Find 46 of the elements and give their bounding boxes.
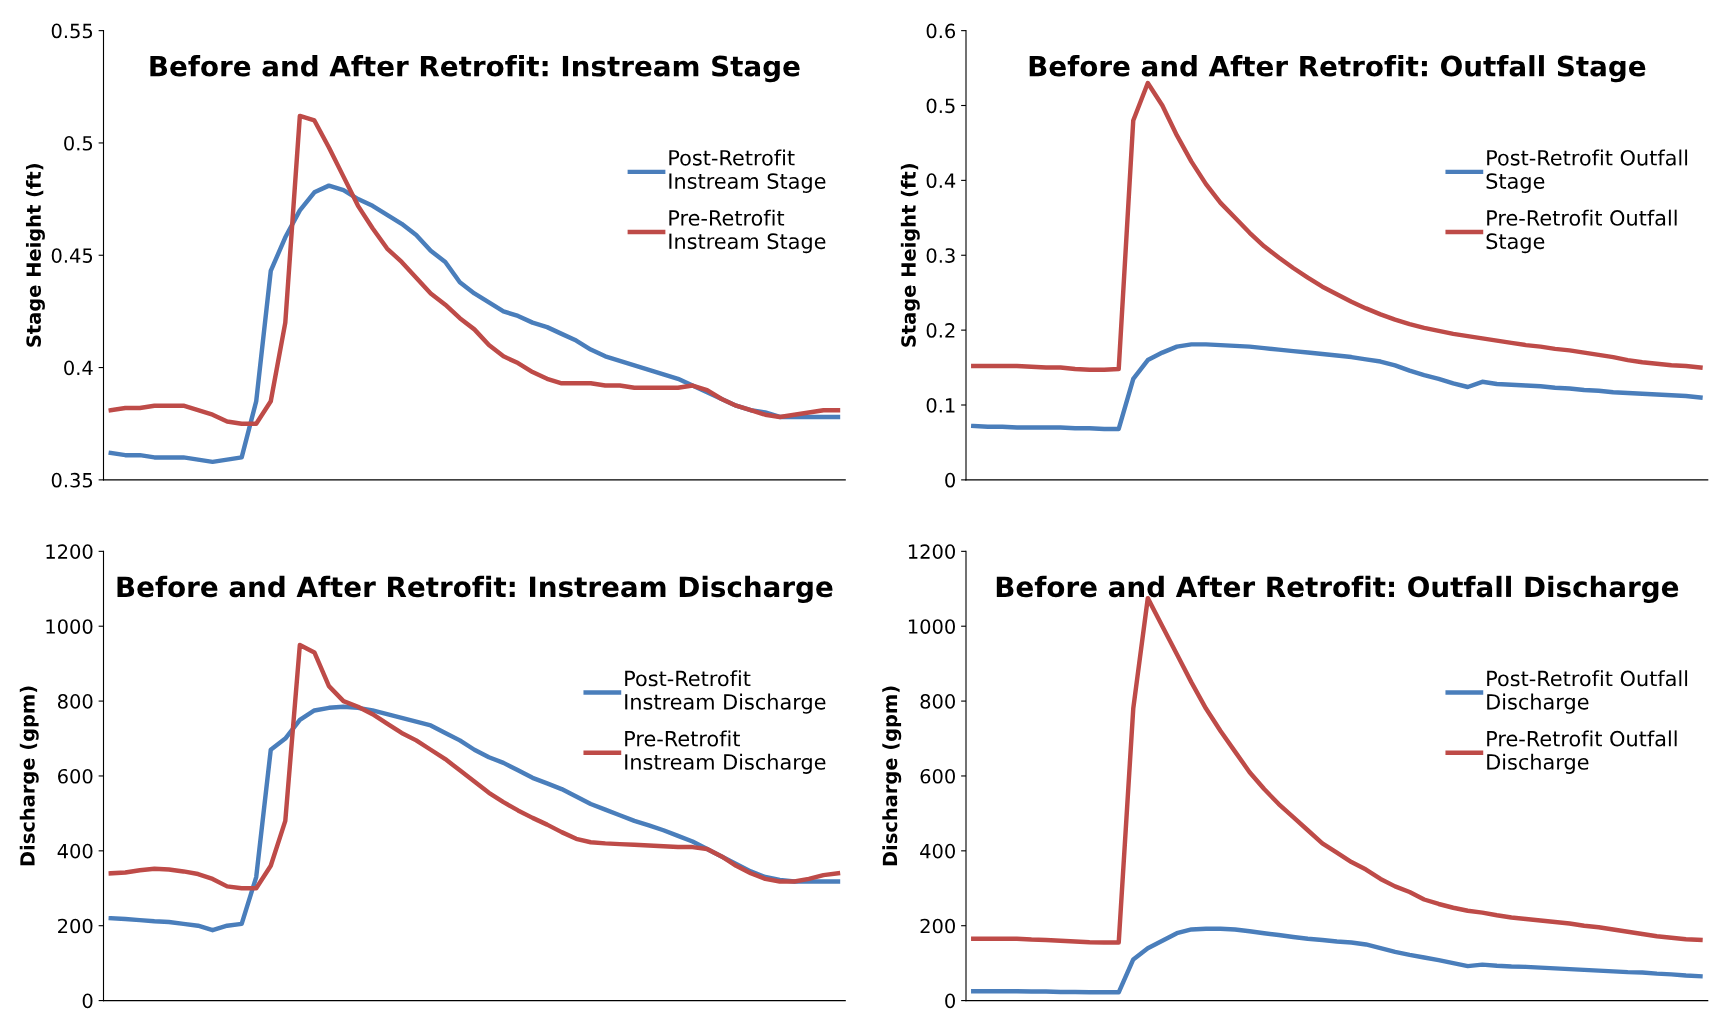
y-tick-label: 400 — [920, 843, 955, 859]
legend-label: Post-Retrofit Outfall Stage — [1486, 149, 1688, 194]
y-tick-label: 600 — [58, 768, 93, 784]
y-tick-label: 0.45 — [51, 248, 93, 263]
y-tick-label: 0.4 — [926, 173, 956, 189]
line-series — [971, 926, 1703, 995]
legend-label: Post-Retrofit Outfall Discharge — [1487, 670, 1688, 714]
y-axis-title: Discharge (gpm) — [19, 686, 39, 866]
y-tick-label: 200 — [920, 918, 955, 934]
text: Before and After Retrofit: Instream Discharge — [117, 575, 833, 603]
y-tick-label: 0.55 — [51, 23, 93, 39]
y-tick-label: 1000 — [46, 619, 93, 634]
legend-label: Post-Retrofit Instream Stage — [669, 149, 826, 194]
y-tick-label: 400 — [57, 843, 93, 859]
y-tick-label: 1000 — [908, 619, 955, 634]
line-series — [108, 113, 841, 426]
y-tick-label: 800 — [57, 694, 93, 709]
legend-label: Post-Retrofit Instream Discharge — [625, 670, 826, 714]
y-tick-label: 0.5 — [64, 135, 93, 151]
y-tick-label: 600 — [920, 768, 955, 784]
y-tick-label: 0.3 — [926, 248, 955, 263]
text: Before and After Retrofit: Outfall Discharge — [996, 575, 1679, 603]
text: Before and After Retrofit: Instream Stage — [150, 55, 800, 83]
legend-label: Pre-Retrofit Instream Stage — [669, 209, 826, 254]
y-tick-label: 0.4 — [64, 360, 93, 376]
y-tick-label: 1200 — [908, 544, 955, 559]
y-tick-label: 0.1 — [926, 397, 955, 413]
legend-label: Pre-Retrofit Outfall Discharge — [1487, 730, 1677, 774]
y-axis-title: Stage Height (ft) — [900, 164, 920, 347]
y-tick-label: 1200 — [46, 544, 93, 559]
y-tick-label: 0 — [945, 993, 955, 1009]
y-tick-label: 0 — [945, 472, 955, 488]
y-tick-label: 0.6 — [926, 23, 956, 39]
y-tick-label: 0 — [82, 993, 93, 1009]
y-tick-label: 800 — [920, 694, 955, 709]
y-tick-label: 0.5 — [926, 98, 955, 114]
legend-label: Pre-Retrofit Outfall Stage — [1486, 209, 1677, 254]
line-series — [971, 342, 1703, 432]
line-series — [108, 642, 841, 891]
y-axis-title: Stage Height (ft) — [25, 164, 45, 347]
y-tick-label: 0.2 — [926, 323, 955, 338]
legend-label: Pre-Retrofit Instream Discharge — [625, 730, 826, 774]
y-tick-label: 200 — [58, 918, 93, 934]
y-tick-label: 0.35 — [51, 472, 93, 488]
y-axis-title: Discharge (gpm) — [882, 686, 902, 866]
text: Before and After Retrofit: Outfall Stage — [1029, 55, 1646, 83]
